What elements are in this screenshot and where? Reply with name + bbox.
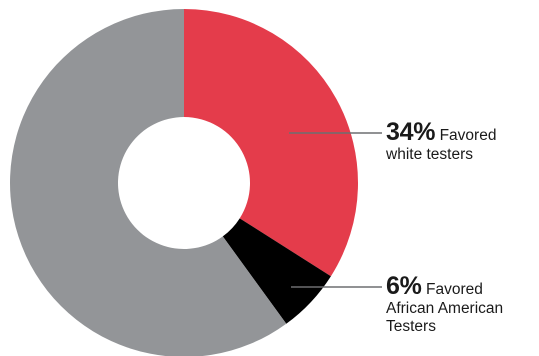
callout-aa-percent: 6% xyxy=(386,272,422,300)
callout-white-testers: 34% Favored white testers xyxy=(386,118,536,164)
callout-aa-line3: Testers xyxy=(386,317,436,335)
callout-aa-line2: African American xyxy=(386,300,504,317)
donut-slices xyxy=(10,9,358,356)
callout-white-line1: Favored xyxy=(439,127,497,144)
callout-aa-line1: Favored xyxy=(426,281,483,298)
donut-slice-2 xyxy=(10,9,287,356)
donut-slice-1 xyxy=(222,218,331,324)
callout-white-line2: white testers xyxy=(386,146,474,163)
callout-white-percent: 34% xyxy=(386,118,436,146)
donut-slice-0 xyxy=(184,9,358,277)
callout-african-american-testers: 6% Favored African American Testers xyxy=(386,272,539,336)
